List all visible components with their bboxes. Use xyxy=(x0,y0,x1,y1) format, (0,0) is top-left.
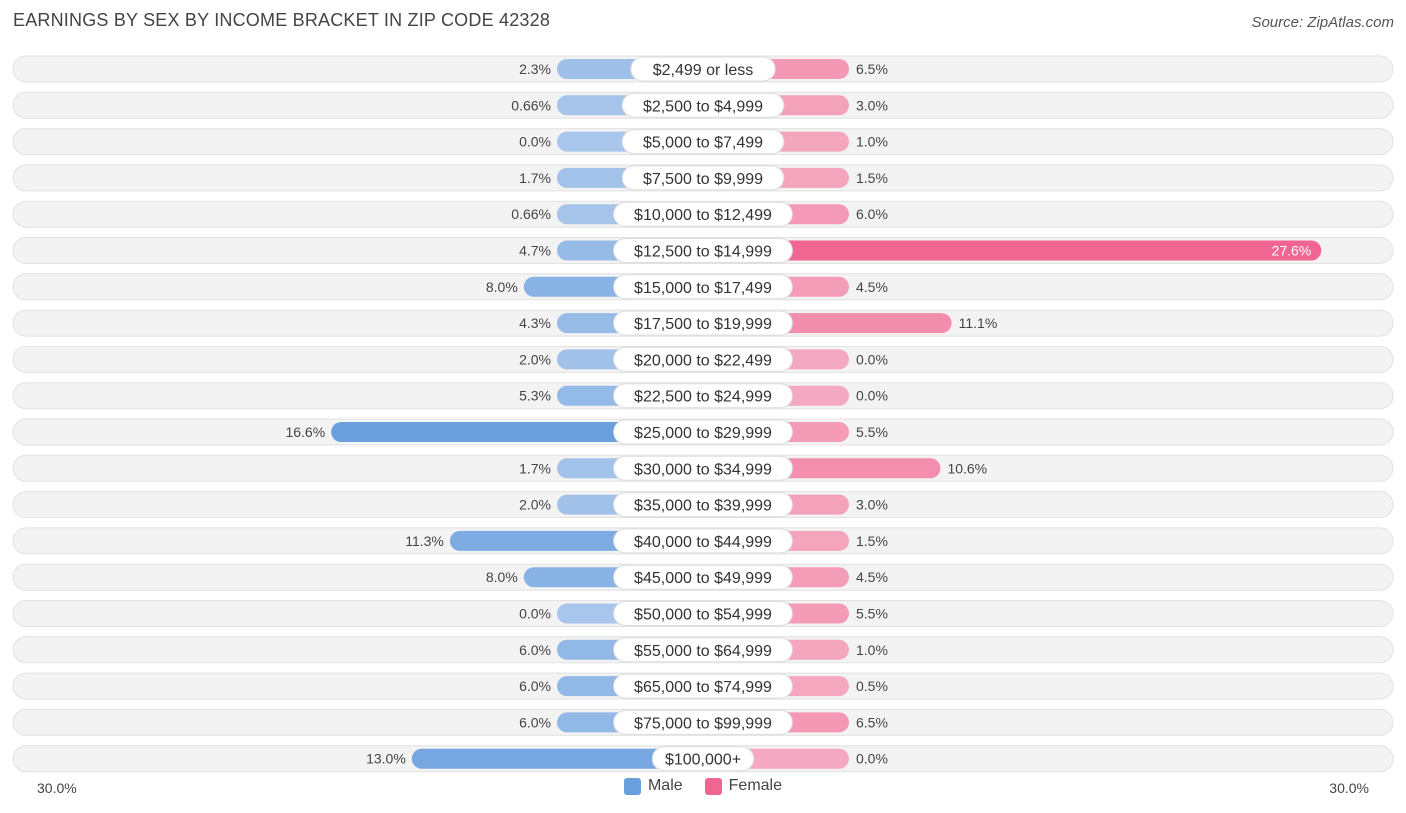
category-pill xyxy=(621,92,785,118)
male-value-label: 1.7% xyxy=(519,460,551,476)
female-value-label: 10.6% xyxy=(947,460,987,476)
male-value-label: 16.6% xyxy=(285,424,325,440)
male-bar xyxy=(331,422,703,442)
female-value-label: 1.5% xyxy=(856,170,888,186)
category-pill xyxy=(613,201,793,227)
category-pill xyxy=(613,601,793,626)
category-pill xyxy=(621,165,785,191)
male-value-label: 8.0% xyxy=(486,279,518,295)
male-value-label: 11.3% xyxy=(405,533,444,549)
category-label: $25,000 to $29,999 xyxy=(634,425,772,442)
female-value-label: 5.5% xyxy=(856,424,888,440)
male-value-label: 0.0% xyxy=(519,606,551,622)
category-pill xyxy=(621,129,785,155)
female-value-label: 6.5% xyxy=(856,714,888,730)
male-value-label: 2.0% xyxy=(519,497,551,513)
category-label: $17,500 to $19,999 xyxy=(634,316,772,333)
category-label: $40,000 to $44,999 xyxy=(634,534,772,551)
female-value-label: 11.1% xyxy=(959,315,998,331)
category-pill xyxy=(630,56,776,82)
category-label: $7,500 to $9,999 xyxy=(643,171,763,188)
category-label: $10,000 to $12,499 xyxy=(634,207,772,224)
category-pill xyxy=(613,528,793,554)
category-pill xyxy=(613,383,793,409)
male-value-label: 5.3% xyxy=(519,388,551,404)
male-value-label: 6.0% xyxy=(519,642,551,658)
category-label: $22,500 to $24,999 xyxy=(634,389,772,406)
legend-label-female: Female xyxy=(728,777,783,794)
female-value-label: 6.0% xyxy=(856,206,888,222)
female-value-label: 0.0% xyxy=(856,751,888,767)
female-value-label: 1.0% xyxy=(856,642,888,658)
female-value-label: 3.0% xyxy=(856,497,888,513)
female-value-label: 0.0% xyxy=(856,388,888,404)
male-value-label: 0.66% xyxy=(511,97,551,113)
category-pill xyxy=(613,564,793,590)
category-label: $65,000 to $74,999 xyxy=(634,679,772,696)
male-value-label: 0.0% xyxy=(519,134,551,150)
female-value-label: 5.5% xyxy=(856,606,888,622)
category-label: $30,000 to $34,999 xyxy=(634,461,772,478)
category-pill xyxy=(613,455,793,481)
male-bar xyxy=(411,748,703,769)
legend-item-male: Male xyxy=(623,777,683,795)
female-value-label: 1.0% xyxy=(856,134,888,150)
category-label: $12,500 to $14,999 xyxy=(634,244,772,261)
female-value-label: 1.5% xyxy=(856,533,888,549)
source-credit: Source: ZipAtlas.com xyxy=(1251,14,1394,31)
chart-title: EARNINGS BY SEX BY INCOME BRACKET IN ZIP… xyxy=(13,10,551,30)
category-label: $75,000 to $99,999 xyxy=(634,715,772,732)
category-label: $2,500 to $4,999 xyxy=(643,98,763,115)
category-label: $20,000 to $22,499 xyxy=(634,352,772,369)
category-label: $15,000 to $17,499 xyxy=(634,280,772,297)
category-label: $100,000+ xyxy=(665,752,741,769)
category-label: $35,000 to $39,999 xyxy=(634,498,772,515)
male-value-label: 6.0% xyxy=(519,678,551,694)
female-swatch xyxy=(704,777,722,795)
category-pill xyxy=(613,637,793,663)
male-value-label: 2.3% xyxy=(519,61,551,77)
category-label: $55,000 to $64,999 xyxy=(634,643,772,660)
male-value-label: 6.0% xyxy=(519,714,551,730)
axis-left-label: 30.0% xyxy=(37,780,77,796)
female-value-label: 6.5% xyxy=(856,61,888,77)
category-label: $45,000 to $49,999 xyxy=(634,570,772,587)
category-pill xyxy=(613,310,793,336)
category-pill xyxy=(613,419,793,445)
female-value-label: 27.6% xyxy=(1272,243,1312,259)
female-value-label: 0.0% xyxy=(856,351,888,367)
category-pill xyxy=(651,746,755,772)
male-value-label: 8.0% xyxy=(486,569,518,585)
category-pill xyxy=(613,238,793,263)
male-value-label: 2.0% xyxy=(519,351,551,367)
male-value-label: 0.66% xyxy=(511,206,551,222)
category-pill xyxy=(613,673,793,699)
legend-label-male: Male xyxy=(647,777,683,794)
category-pill xyxy=(613,492,793,518)
female-value-label: 4.5% xyxy=(856,279,888,295)
male-value-label: 13.0% xyxy=(366,751,406,767)
category-pill xyxy=(613,274,793,300)
female-value-label: 0.5% xyxy=(856,678,888,694)
category-label: $5,000 to $7,499 xyxy=(643,135,763,152)
category-label: $2,499 or less xyxy=(653,62,754,79)
male-value-label: 4.3% xyxy=(519,315,551,331)
category-label: $50,000 to $54,999 xyxy=(634,607,772,624)
male-value-label: 1.7% xyxy=(519,170,551,186)
male-value-label: 4.7% xyxy=(519,243,551,259)
axis-right-label: 30.0% xyxy=(1329,780,1369,796)
male-swatch xyxy=(623,777,641,795)
legend-item-female: Female xyxy=(704,777,783,795)
female-bar xyxy=(703,240,1322,261)
female-value-label: 3.0% xyxy=(856,97,888,113)
category-pill xyxy=(613,709,793,735)
category-pill xyxy=(613,346,793,372)
legend: Male Female xyxy=(0,777,1406,795)
female-value-label: 4.5% xyxy=(856,569,888,585)
